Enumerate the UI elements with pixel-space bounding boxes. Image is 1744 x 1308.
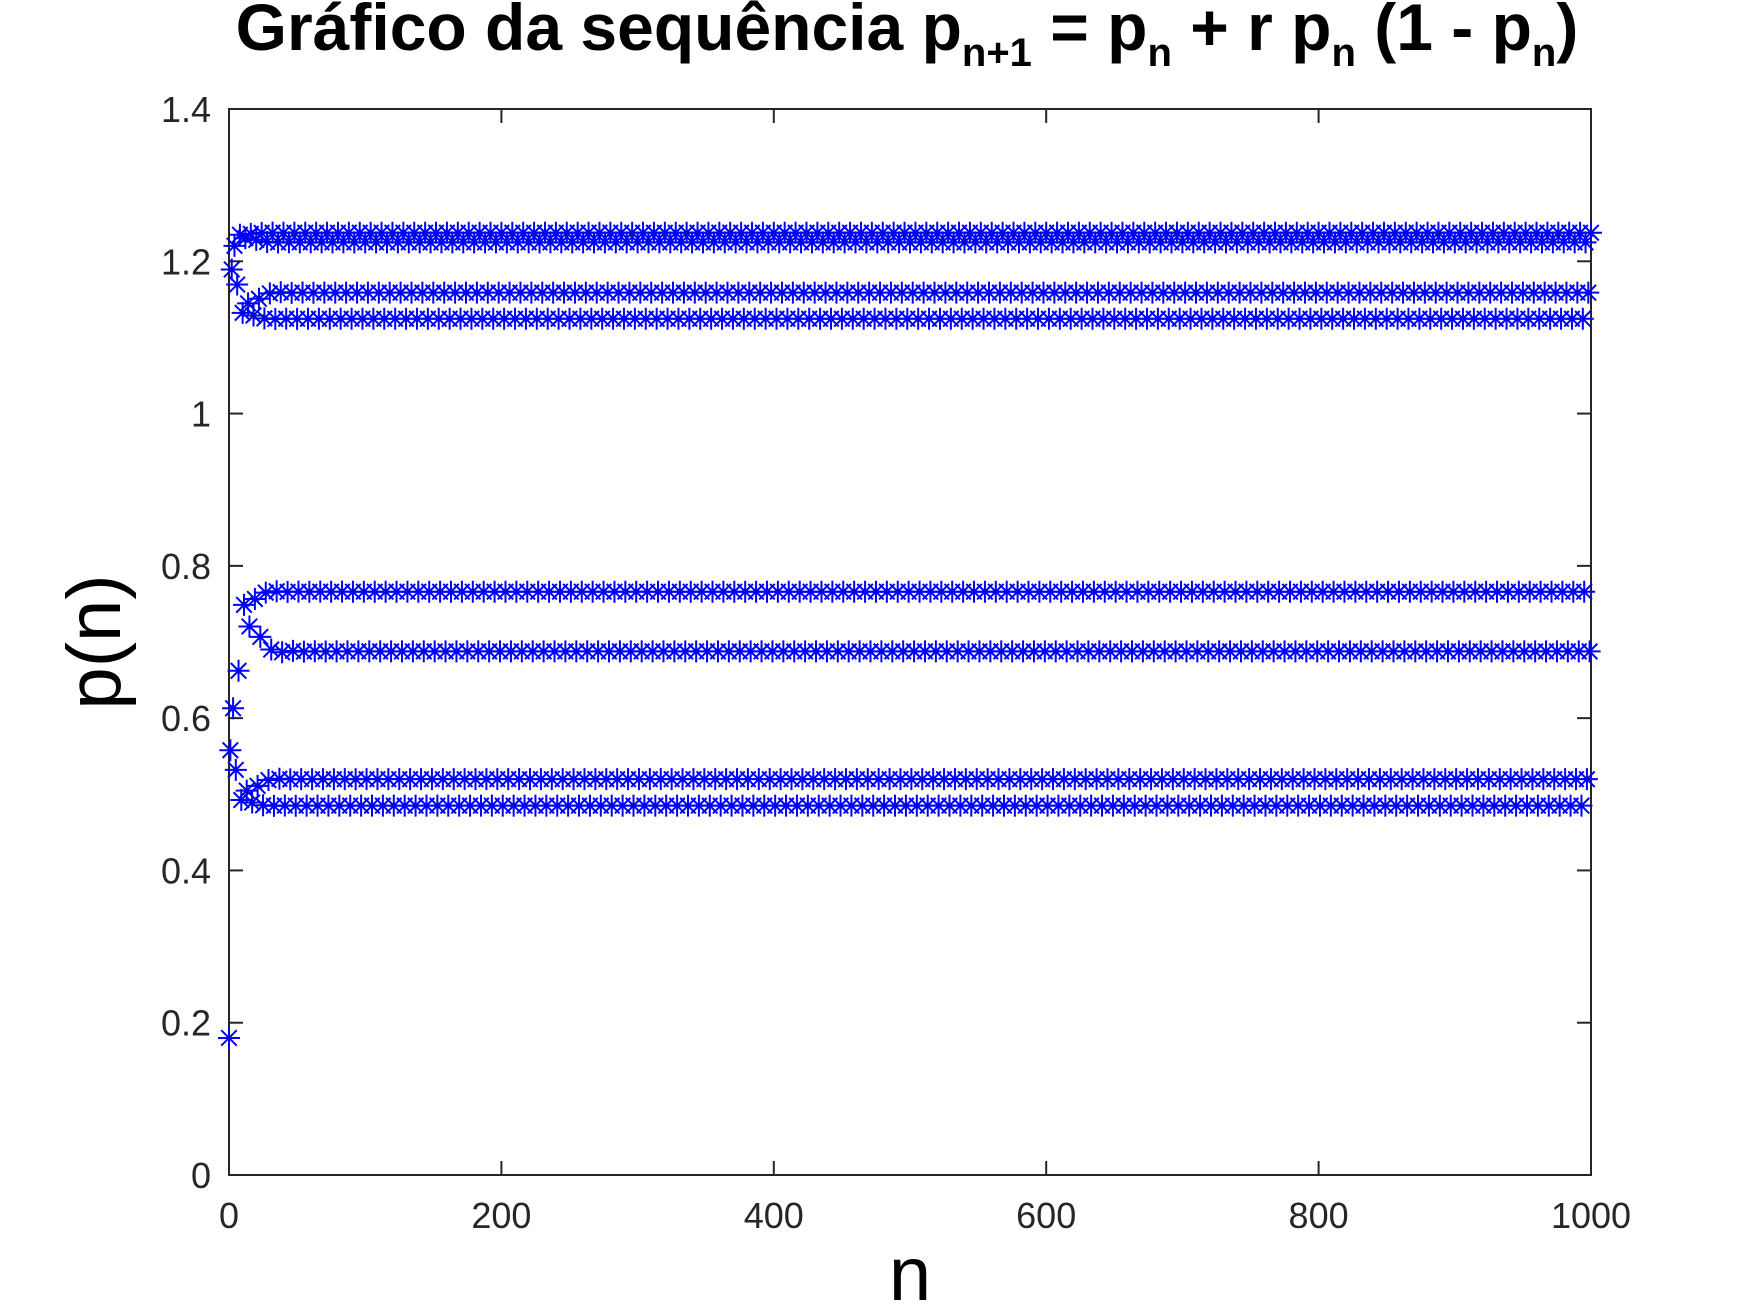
data-point	[243, 587, 266, 610]
data-point	[271, 641, 294, 664]
data-point	[230, 789, 253, 812]
data-point	[257, 769, 280, 792]
data-point	[1574, 231, 1597, 254]
data-point	[231, 301, 254, 324]
y-tick-label: 1.4	[161, 89, 211, 130]
data-point	[1580, 221, 1602, 244]
x-tick-label: 1000	[1551, 1195, 1631, 1236]
x-tick-label: 600	[1016, 1195, 1076, 1236]
data-point	[1571, 307, 1594, 330]
x-tick-label: 800	[1289, 1195, 1349, 1236]
data-point	[1570, 794, 1593, 817]
data-point	[247, 287, 270, 310]
data-point	[1573, 580, 1596, 603]
y-tick-label: 0.6	[161, 698, 211, 739]
data-point	[232, 593, 255, 616]
data-point	[224, 758, 247, 781]
data-point	[241, 791, 264, 814]
y-tick-label: 0.4	[161, 850, 211, 891]
data-point	[246, 774, 269, 797]
data-point	[1578, 640, 1601, 663]
x-axis-label: n	[889, 1232, 931, 1308]
y-tick-label: 0	[191, 1155, 211, 1196]
y-axis-label: p(n)	[52, 574, 137, 709]
data-point	[245, 228, 268, 251]
data-point	[220, 258, 243, 281]
data-point	[223, 234, 246, 257]
y-tick-label: 1	[191, 394, 211, 435]
x-tick-label: 200	[471, 1195, 531, 1236]
data-point	[226, 273, 249, 296]
data-point	[235, 779, 258, 802]
data-point	[237, 292, 260, 315]
data-point	[249, 625, 272, 648]
y-tick-label: 1.2	[161, 241, 211, 282]
data-point	[218, 1026, 240, 1049]
y-axis-ticks: 0 0.2 0.4 0.6 0.8 1 1.2 1.4	[161, 89, 1591, 1196]
data-point	[242, 304, 265, 327]
x-tick-label: 400	[744, 1195, 804, 1236]
data-point	[1575, 768, 1598, 791]
y-tick-label: 0.8	[161, 546, 211, 587]
data-point	[258, 282, 281, 305]
data-series	[218, 221, 1602, 1049]
data-point	[254, 581, 277, 604]
x-tick-label: 0	[219, 1195, 239, 1236]
y-tick-label: 0.2	[161, 1003, 211, 1044]
data-point	[1577, 281, 1600, 304]
data-point	[227, 659, 250, 682]
data-point	[219, 739, 242, 762]
x-axis-ticks: 0 200 400 600 800 1000	[219, 109, 1631, 1236]
data-point	[260, 638, 283, 661]
data-point	[222, 697, 245, 720]
chart-title: Gráfico da sequência pn+1 = pn + r pn (1…	[236, 0, 1579, 75]
plot-frame	[228, 108, 1592, 1176]
data-point	[238, 615, 261, 638]
